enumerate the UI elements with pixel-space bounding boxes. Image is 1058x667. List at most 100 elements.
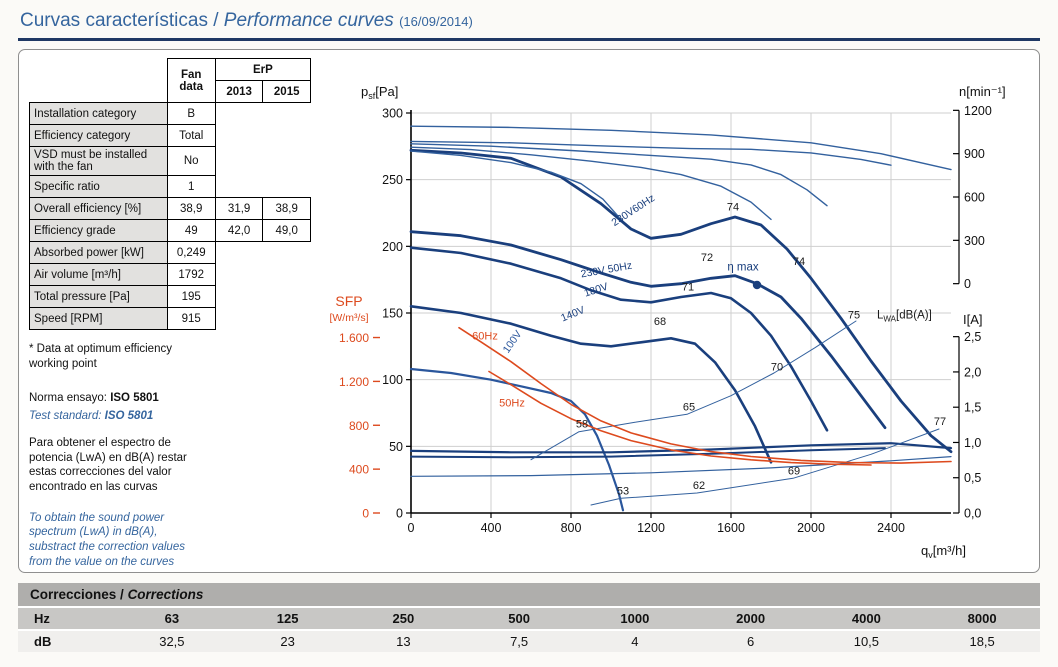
chart-annotation: 60Hz <box>472 331 498 343</box>
eta-max-point <box>752 280 762 290</box>
title-divider <box>18 38 1040 41</box>
curve-speed-230V50Hz <box>410 140 892 166</box>
tick-label: 1,0 <box>964 436 981 450</box>
erp-2015-header: 2015 <box>262 80 311 103</box>
corrections-note-es: Para obtener el espectro de potencia (Lw… <box>29 436 187 494</box>
tick-label: 2000 <box>797 521 825 535</box>
tick-label: 0 <box>408 521 415 535</box>
tick-label: 0 <box>396 507 403 521</box>
tick-label: 800 <box>561 521 582 535</box>
tick-label: 300 <box>382 107 403 121</box>
tick-label: 1600 <box>717 521 745 535</box>
curve-pressure-230V50Hz <box>409 230 887 430</box>
curve-sfp-50Hz <box>488 370 872 466</box>
sfp-axis-unit: [W/m³/s] <box>329 312 368 324</box>
table-row: Efficiency category Total <box>29 124 311 147</box>
chart-annotation: 180V <box>583 281 610 300</box>
optimum-efficiency-note: * Data at optimum efficiency working poi… <box>29 343 172 370</box>
chart-annotation: 74 <box>727 201 739 213</box>
curve-pressure-230V60Hz <box>409 148 953 454</box>
tick-label: 1,5 <box>964 401 981 415</box>
chart-annotation: 100V <box>501 328 525 355</box>
performance-chart: psf[Pa] n[min⁻¹] I[A] SFP [W/m³/s] qv[m³… <box>329 84 1006 560</box>
erp-2013-header: 2013 <box>214 80 264 103</box>
sfp-tick-label: 0 <box>362 507 369 521</box>
corrections-title: Correcciones / Corrections <box>18 582 1040 606</box>
tick-label: 0,5 <box>964 471 981 485</box>
tick-label: 200 <box>382 240 403 254</box>
current-axis-label: I[A] <box>963 312 983 327</box>
main-panel: Fan data ErP 2013 2015 Installation cate… <box>18 49 1040 573</box>
tick-label: 250 <box>382 173 403 187</box>
tick-label: 2400 <box>877 521 905 535</box>
curve-lwa-locus-lower <box>590 428 940 506</box>
sfp-tick-label: 800 <box>349 419 369 433</box>
chart-annotation: 230V 50Hz <box>580 260 633 281</box>
fan-data-column: Fan data ErP 2013 2015 Installation cate… <box>29 58 312 570</box>
chart-area: psf[Pa] n[min⁻¹] I[A] SFP [W/m³/s] qv[m³… <box>311 58 1035 570</box>
table-row: Overall efficiency [%] 38,9 31,9 38,9 <box>29 197 311 220</box>
table-row: VSD must be installed with the fan No <box>29 146 311 176</box>
chart-annotation: 70 <box>771 361 783 373</box>
tick-label: 0 <box>964 277 971 291</box>
tick-label: 150 <box>382 307 403 321</box>
curve-speed-100V <box>410 150 620 218</box>
tick-label: 300 <box>964 234 985 248</box>
corrections-note-en: To obtain the sound power spectrum (LwA)… <box>29 511 185 568</box>
chart-annotation: 62 <box>693 480 705 492</box>
corrections-db-row: dB 32,5 23 13 7,5 4 6 10,5 18,5 <box>18 628 1040 652</box>
test-standard-en: Test standard: ISO 5801 <box>29 410 154 423</box>
table-row: Air volume [m³/h] 1792 <box>29 263 311 286</box>
chart-annotation: LWA[dB(A)] <box>877 309 932 323</box>
tick-label: 50 <box>389 440 403 454</box>
chart-annotation: 53 <box>617 485 629 497</box>
page-title: Curvas características / Performance cur… <box>20 10 473 31</box>
chart-annotation: 72 <box>701 252 713 264</box>
tick-label: 600 <box>964 191 985 205</box>
tick-label: 2,0 <box>964 365 981 379</box>
chart-curves: 0 50 100 150 200 250 300 0 400 800 1200 1600 2000 240… <box>339 104 992 535</box>
curve-current-low-voltage <box>410 456 952 477</box>
erp-header: ErP <box>214 58 312 81</box>
chart-annotation: 65 <box>683 401 695 413</box>
chart-annotation: η max <box>727 261 759 273</box>
chart-annotation: 75 <box>848 309 860 321</box>
table-row: Total pressure [Pa] 195 <box>29 285 311 308</box>
curve-speed-230V60Hz <box>410 125 952 171</box>
tick-label: 100 <box>382 373 403 387</box>
chart-annotation: 230V60Hz <box>610 192 658 229</box>
test-standard-es: Norma ensayo: ISO 5801 <box>29 392 159 405</box>
table-header-row: Fan data ErP <box>30 58 312 103</box>
page-title-date: (16/09/2014) <box>399 14 473 29</box>
chart-annotation: 74 <box>793 256 805 268</box>
curve-sfp-60Hz <box>458 326 952 464</box>
chart-annotation: 71 <box>682 281 694 293</box>
table-row: Specific ratio 1 <box>29 175 311 198</box>
corrections-hz-row: Hz 63 125 250 500 1000 2000 4000 8000 <box>18 605 1040 629</box>
curve-pressure-180V <box>409 246 829 432</box>
page-title-es: Curvas características <box>20 10 208 31</box>
tick-label: 0,0 <box>964 507 981 521</box>
table-row: Efficiency grade 49 42,0 49,0 <box>29 219 311 242</box>
curve-current-230V60Hz <box>409 442 953 454</box>
chart-annotation: 58 <box>576 419 588 431</box>
pressure-axis-label: psf[Pa] <box>361 84 398 101</box>
table-row: Absorbed power [kW] 0,249 <box>29 241 311 264</box>
fan-data-table: Fan data ErP 2013 2015 Installation cate… <box>29 58 312 330</box>
fan-data-header: Fan data <box>166 58 216 103</box>
sfp-tick-label: 1.600 <box>339 331 369 345</box>
flow-axis-label: qv[m³/h] <box>921 543 966 560</box>
page-title-en: Performance curves <box>223 10 394 31</box>
chart-annotation: 50Hz <box>499 397 525 409</box>
curve-pressure-140V <box>409 305 773 464</box>
curve-pressure-100V <box>409 367 625 512</box>
sfp-tick-label: 1.200 <box>339 375 369 389</box>
chart-annotation: 140V <box>559 304 586 324</box>
chart-annotation: 69 <box>788 465 800 477</box>
tick-label: 1200 <box>637 521 665 535</box>
speed-axis-label: n[min⁻¹] <box>959 84 1006 99</box>
tick-label: 400 <box>481 521 502 535</box>
corrections-table: Correcciones / Corrections Hz 63 125 250… <box>18 582 1040 652</box>
table-header-row: 2013 2015 <box>30 80 311 103</box>
